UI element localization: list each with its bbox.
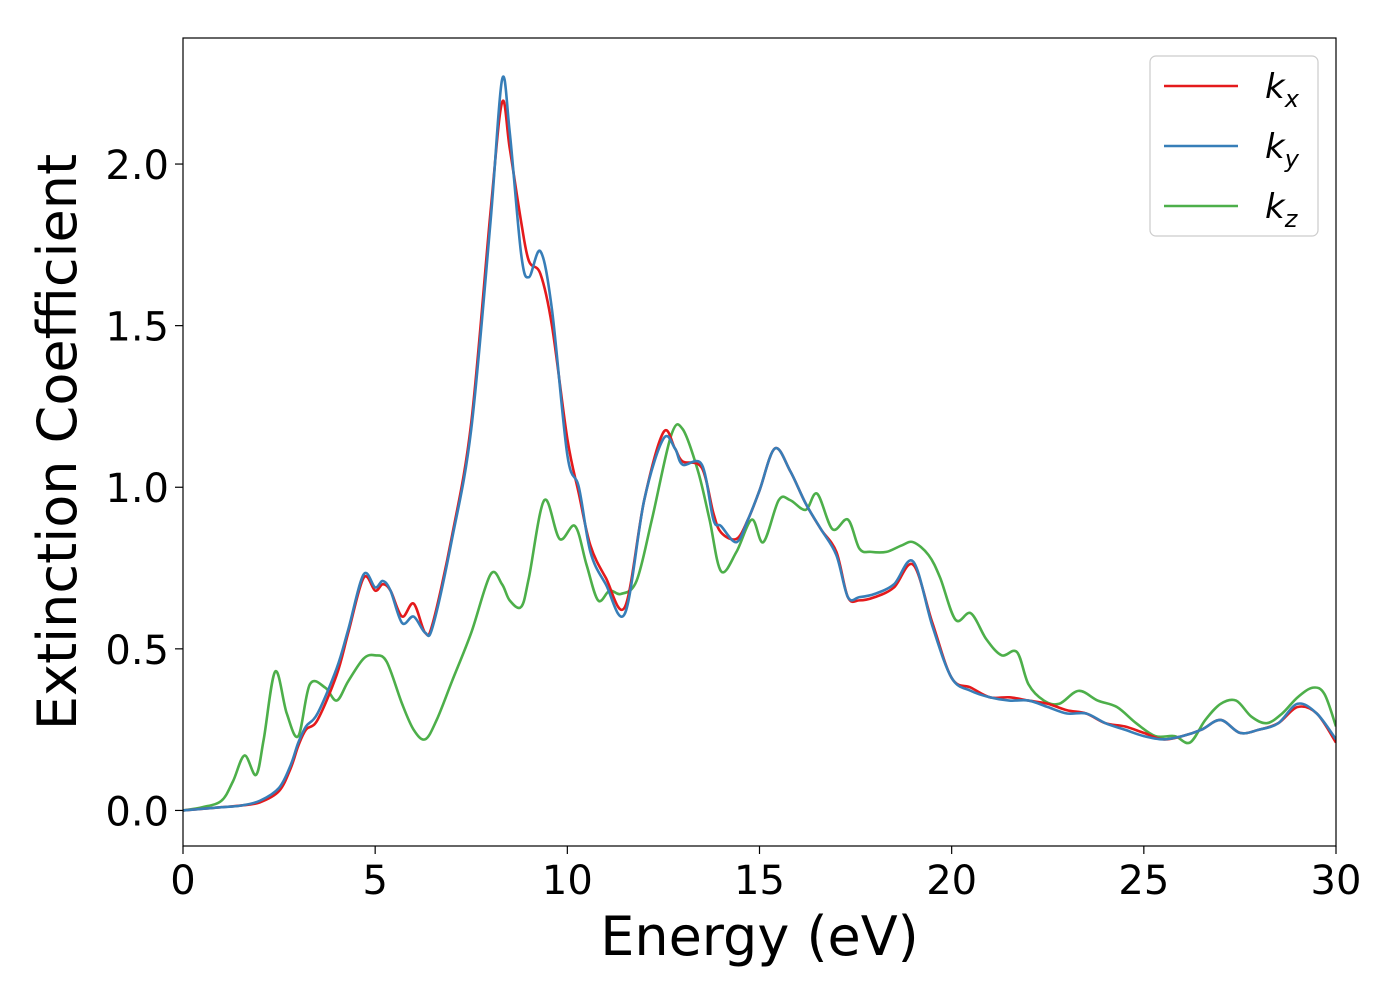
legend-label-z: kz xyxy=(1265,187,1299,233)
legend-label-subscript: y xyxy=(1284,145,1300,173)
x-tick-label: 0 xyxy=(170,858,195,904)
legend-label-main: k xyxy=(1265,67,1286,107)
legend-label-subscript: x xyxy=(1284,85,1300,113)
x-axis-label: Energy (eV) xyxy=(600,905,919,968)
legend-label-main: k xyxy=(1265,187,1286,227)
x-axis-ticks: 0 5 10 15 20 25 30 xyxy=(170,846,1361,904)
legend-label-y: ky xyxy=(1265,127,1300,173)
x-tick-label: 15 xyxy=(734,858,785,904)
y-axis-ticks: 0.0 0.5 1.0 1.5 2.0 xyxy=(105,143,183,835)
x-tick-label: 25 xyxy=(1118,858,1169,904)
y-axis-label: Extinction Coefficient xyxy=(26,154,89,730)
legend-label-x: kx xyxy=(1265,67,1300,113)
legend-label-subscript: z xyxy=(1284,205,1299,233)
y-tick-label: 0.5 xyxy=(105,628,169,674)
series-line-z xyxy=(183,423,1336,812)
y-tick-label: 1.5 xyxy=(105,305,169,351)
legend-label-main: k xyxy=(1265,127,1286,167)
y-tick-label: 2.0 xyxy=(105,143,169,189)
y-tick-label: 1.0 xyxy=(105,466,169,512)
series-layer xyxy=(183,75,1336,812)
x-tick-label: 20 xyxy=(926,858,977,904)
y-tick-label: 0.0 xyxy=(105,789,169,835)
x-tick-label: 10 xyxy=(542,858,593,904)
series-line-y xyxy=(183,75,1336,812)
x-tick-label: 5 xyxy=(362,858,387,904)
x-tick-label: 30 xyxy=(1311,858,1362,904)
